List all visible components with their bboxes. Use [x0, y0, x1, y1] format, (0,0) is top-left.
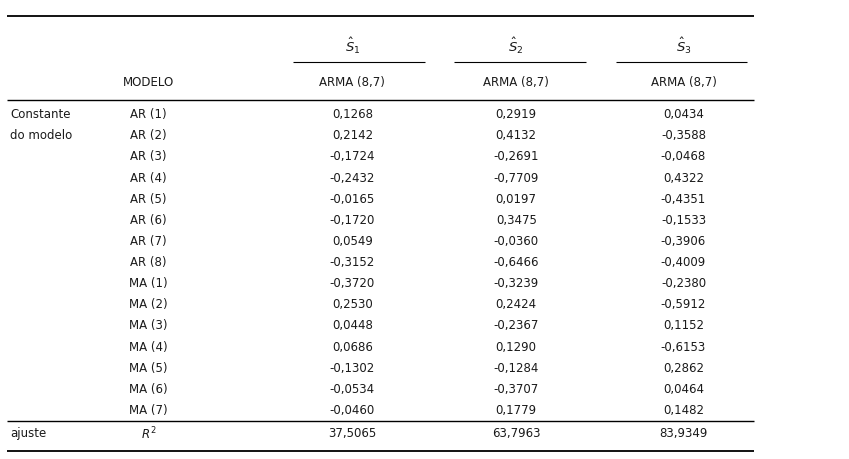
Text: 0,1152: 0,1152 [663, 319, 704, 332]
Text: AR (1): AR (1) [130, 108, 167, 121]
Text: 0,0448: 0,0448 [332, 319, 373, 332]
Text: 63,7963: 63,7963 [492, 427, 541, 440]
Text: MA (7): MA (7) [129, 404, 168, 417]
Text: AR (7): AR (7) [130, 235, 167, 248]
Text: AR (3): AR (3) [131, 151, 166, 163]
Text: -0,3239: -0,3239 [493, 277, 539, 290]
Text: 0,0549: 0,0549 [332, 235, 373, 248]
Text: AR (5): AR (5) [131, 193, 166, 206]
Text: -0,6466: -0,6466 [493, 256, 539, 269]
Text: ARMA (8,7): ARMA (8,7) [319, 76, 385, 89]
Text: 0,0464: 0,0464 [663, 383, 704, 396]
Text: Constante: Constante [10, 108, 70, 121]
Text: $\hat{S}_3$: $\hat{S}_3$ [676, 36, 691, 56]
Text: MA (2): MA (2) [129, 298, 168, 311]
Text: AR (8): AR (8) [131, 256, 166, 269]
Text: 0,2530: 0,2530 [332, 298, 373, 311]
Text: -0,2432: -0,2432 [329, 172, 375, 185]
Text: 0,1268: 0,1268 [332, 108, 373, 121]
Text: $R^2$: $R^2$ [141, 425, 156, 442]
Text: ARMA (8,7): ARMA (8,7) [650, 76, 717, 89]
Text: 0,1290: 0,1290 [496, 341, 537, 353]
Text: -0,0460: -0,0460 [329, 404, 375, 417]
Text: MA (3): MA (3) [129, 319, 168, 332]
Text: -0,1724: -0,1724 [329, 151, 375, 163]
Text: 0,2919: 0,2919 [496, 108, 537, 121]
Text: ARMA (8,7): ARMA (8,7) [483, 76, 549, 89]
Text: -0,3707: -0,3707 [493, 383, 539, 396]
Text: 0,2142: 0,2142 [332, 129, 373, 142]
Text: 0,3475: 0,3475 [496, 214, 537, 227]
Text: -0,5912: -0,5912 [661, 298, 706, 311]
Text: 0,0686: 0,0686 [332, 341, 373, 353]
Text: MA (6): MA (6) [129, 383, 168, 396]
Text: AR (2): AR (2) [130, 129, 167, 142]
Text: -0,2367: -0,2367 [493, 319, 539, 332]
Text: MA (5): MA (5) [129, 362, 168, 375]
Text: AR (6): AR (6) [130, 214, 167, 227]
Text: AR (4): AR (4) [130, 172, 167, 185]
Text: -0,1533: -0,1533 [661, 214, 706, 227]
Text: 83,9349: 83,9349 [660, 427, 707, 440]
Text: 0,2862: 0,2862 [663, 362, 704, 375]
Text: -0,2691: -0,2691 [493, 151, 539, 163]
Text: 0,4322: 0,4322 [663, 172, 704, 185]
Text: 0,0434: 0,0434 [663, 108, 704, 121]
Text: -0,3152: -0,3152 [329, 256, 375, 269]
Text: -0,0468: -0,0468 [661, 151, 706, 163]
Text: -0,7709: -0,7709 [493, 172, 539, 185]
Text: 0,1482: 0,1482 [663, 404, 704, 417]
Text: -0,0534: -0,0534 [329, 383, 375, 396]
Text: -0,4009: -0,4009 [661, 256, 706, 269]
Text: -0,4351: -0,4351 [661, 193, 706, 206]
Text: -0,6153: -0,6153 [661, 341, 706, 353]
Text: 0,2424: 0,2424 [496, 298, 537, 311]
Text: -0,1302: -0,1302 [329, 362, 375, 375]
Text: do modelo: do modelo [10, 129, 72, 142]
Text: -0,3720: -0,3720 [329, 277, 375, 290]
Text: 0,4132: 0,4132 [496, 129, 537, 142]
Text: -0,0165: -0,0165 [329, 193, 375, 206]
Text: -0,3588: -0,3588 [661, 129, 706, 142]
Text: -0,3906: -0,3906 [661, 235, 706, 248]
Text: $\hat{S}_1$: $\hat{S}_1$ [345, 36, 360, 56]
Text: -0,2380: -0,2380 [661, 277, 706, 290]
Text: MA (1): MA (1) [129, 277, 168, 290]
Text: -0,0360: -0,0360 [493, 235, 539, 248]
Text: -0,1720: -0,1720 [329, 214, 375, 227]
Text: $\hat{S}_2$: $\hat{S}_2$ [509, 36, 524, 56]
Text: 37,5065: 37,5065 [329, 427, 376, 440]
Text: MA (4): MA (4) [129, 341, 168, 353]
Text: ajuste: ajuste [10, 427, 47, 440]
Text: -0,1284: -0,1284 [493, 362, 539, 375]
Text: 0,1779: 0,1779 [496, 404, 537, 417]
Text: MODELO: MODELO [123, 76, 174, 89]
Text: 0,0197: 0,0197 [496, 193, 537, 206]
